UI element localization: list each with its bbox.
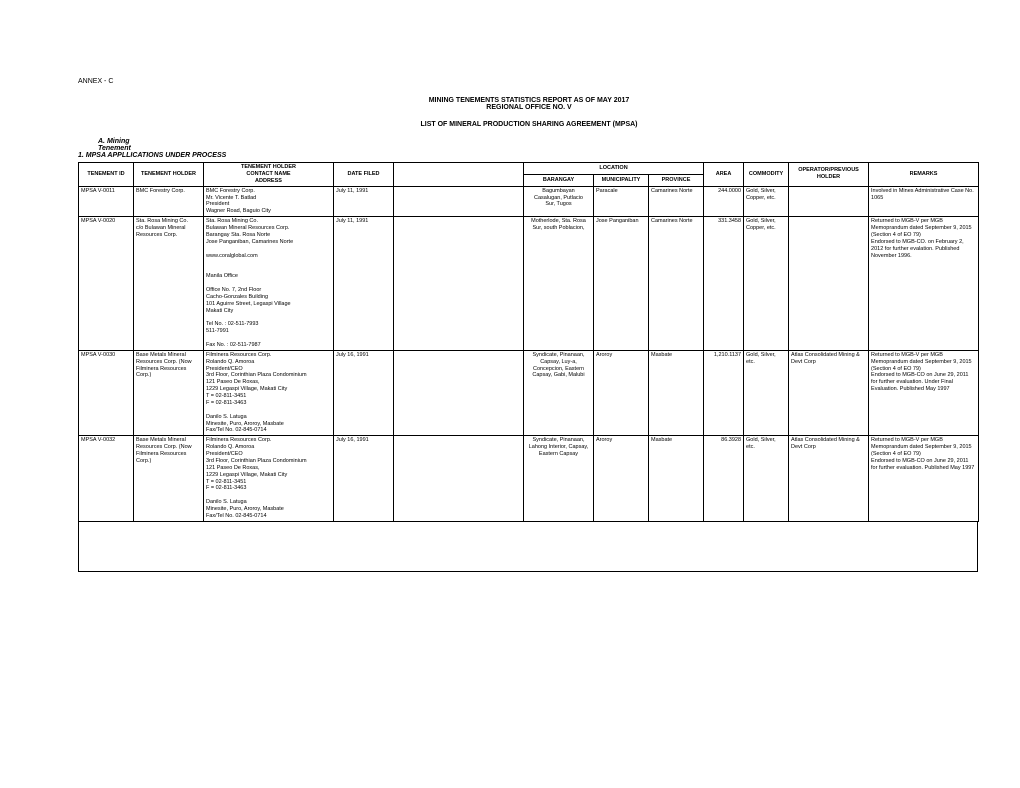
table-cell: 86.3928 xyxy=(704,436,744,522)
th-date-filed: DATE FILED xyxy=(334,163,394,187)
table-row: MPSA V-0011BMC Forestry Corp.BMC Forestr… xyxy=(79,186,979,217)
th-tenement-id: TENEMENT ID xyxy=(79,163,134,187)
table-cell: Gold, Silver, Copper, etc. xyxy=(744,186,789,217)
regional-office: REGIONAL OFFICE NO. V xyxy=(78,104,980,111)
table-cell: Sta. Rosa Mining Co. Bulawan Mineral Res… xyxy=(204,217,334,351)
table-cell: July 11, 1991 xyxy=(334,217,394,351)
table-cell: Atlas Consolidated Mining & Devt Corp xyxy=(789,436,869,522)
table-cell: Syndicate, Pinanaan, Capsay, Luy-a, Conc… xyxy=(524,350,594,436)
table-cell: Sta. Rosa Mining Co. c/o Bulawan Mineral… xyxy=(134,217,204,351)
table-cell: Filminera Resources Corp. Rolando Q. Amo… xyxy=(204,436,334,522)
table-cell: July 11, 1991 xyxy=(334,186,394,217)
th-area: AREA xyxy=(704,163,744,187)
th-province: PROVINCE xyxy=(649,174,704,186)
annex-label: ANNEX - C xyxy=(78,78,980,85)
table-cell: 331.3458 xyxy=(704,217,744,351)
table-cell xyxy=(789,186,869,217)
th-contact-l1: TENEMENT HOLDER xyxy=(206,164,331,171)
table-cell xyxy=(789,217,869,351)
table-cell: MPSA V-0011 xyxy=(79,186,134,217)
table-row: MPSA V-0030Base Metals Mineral Resources… xyxy=(79,350,979,436)
th-commodity: COMMODITY xyxy=(744,163,789,187)
table-cell: Returned to MGB-V per MGB Memoprandum da… xyxy=(869,436,979,522)
table-cell xyxy=(394,436,524,522)
table-body: MPSA V-0011BMC Forestry Corp.BMC Forestr… xyxy=(79,186,979,521)
table-cell: July 16, 1991 xyxy=(334,350,394,436)
table-cell: Aroroy xyxy=(594,350,649,436)
table-cell: 1,210.1137 xyxy=(704,350,744,436)
table-header: TENEMENT ID TENEMENT HOLDER TENEMENT HOL… xyxy=(79,163,979,187)
table-cell: Gold, Silver, etc. xyxy=(744,436,789,522)
table-cell: BMC Forestry Corp. Mr. Vicente T. Batlad… xyxy=(204,186,334,217)
table-cell: Masbate xyxy=(649,436,704,522)
report-title: MINING TENEMENTS STATISTICS REPORT AS OF… xyxy=(78,97,980,104)
table-cell: Aroroy xyxy=(594,436,649,522)
table-cell: Jose Panganiban xyxy=(594,217,649,351)
table-cell: Returned to MGB-V per MGB Memoprandum da… xyxy=(869,350,979,436)
th-location: LOCATION xyxy=(524,163,704,175)
table-cell: Bagumbayan Casalugan, Putlacio Sur, Tugo… xyxy=(524,186,594,217)
table-cell: MPSA V-0032 xyxy=(79,436,134,522)
table-cell: Filminera Resources Corp. Rolando Q. Amo… xyxy=(204,350,334,436)
th-municipality: MUNICIPALITY xyxy=(594,174,649,186)
table-cell: July 16, 1991 xyxy=(334,436,394,522)
table-cell: MPSA V-0030 xyxy=(79,350,134,436)
table-row: MPSA V-0020Sta. Rosa Mining Co. c/o Bula… xyxy=(79,217,979,351)
table-cell: Involved in Mines Administrative Case No… xyxy=(869,186,979,217)
th-operator: OPERATOR/PREVIOUS HOLDER xyxy=(789,163,869,187)
list-subtitle: LIST OF MINERAL PRODUCTION SHARING AGREE… xyxy=(78,121,980,128)
th-contact-l3: ADDRESS xyxy=(206,178,331,185)
table-cell: Gold, Silver, Copper, etc. xyxy=(744,217,789,351)
th-contact: TENEMENT HOLDER CONTACT NAME ADDRESS xyxy=(204,163,334,187)
table-cell: Returned to MGB-V per MGB Memoprandum da… xyxy=(869,217,979,351)
document-page: ANNEX - C MINING TENEMENTS STATISTICS RE… xyxy=(0,0,1020,788)
table-cell: Camarines Norte xyxy=(649,217,704,351)
table-cell xyxy=(394,186,524,217)
table-cell: Masbate xyxy=(649,350,704,436)
table-cell: Motherlode, Sta. Rosa Sur, south Poblaci… xyxy=(524,217,594,351)
th-contact-l2: CONTACT NAME xyxy=(206,171,331,178)
table-cell: Base Metals Mineral Resources Corp. (Now… xyxy=(134,436,204,522)
subtitle-block: LIST OF MINERAL PRODUCTION SHARING AGREE… xyxy=(78,121,980,128)
table-cell: BMC Forestry Corp. xyxy=(134,186,204,217)
table-cell: MPSA V-0020 xyxy=(79,217,134,351)
table-row: MPSA V-0032Base Metals Mineral Resources… xyxy=(79,436,979,522)
th-tenement-holder: TENEMENT HOLDER xyxy=(134,163,204,187)
table-cell xyxy=(394,217,524,351)
title-block: MINING TENEMENTS STATISTICS REPORT AS OF… xyxy=(78,97,980,111)
mpsa-table: TENEMENT ID TENEMENT HOLDER TENEMENT HOL… xyxy=(78,162,979,522)
table-cell: Base Metals Mineral Resources Corp. (Now… xyxy=(134,350,204,436)
th-barangay: BARANGAY xyxy=(524,174,594,186)
table-cell: Atlas Consolidated Mining & Devt Corp xyxy=(789,350,869,436)
th-gap1 xyxy=(394,163,524,187)
table-cell: Gold, Silver, etc. xyxy=(744,350,789,436)
table-cell: Camarines Norte xyxy=(649,186,704,217)
section-1-heading: 1. MPSA APPLLICATIONS UNDER PROCESS xyxy=(78,152,980,159)
section-a-line2: Tenement xyxy=(98,145,980,152)
table-cell: Syndicate, Pinanaan, Lahong Interior, Ca… xyxy=(524,436,594,522)
section-a-line1: A. Mining xyxy=(98,138,980,145)
th-remarks: REMARKS xyxy=(869,163,979,187)
table-extension xyxy=(78,522,978,572)
table-cell xyxy=(394,350,524,436)
table-cell: Paracale xyxy=(594,186,649,217)
table-cell: 244.0000 xyxy=(704,186,744,217)
